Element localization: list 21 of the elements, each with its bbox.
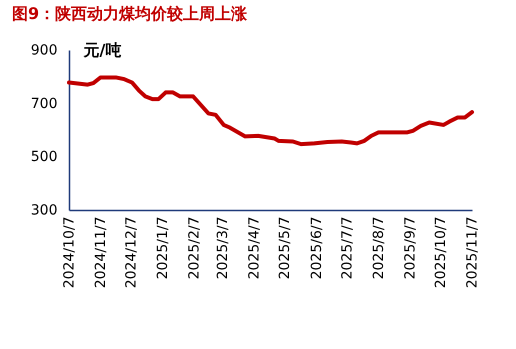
x-tick-label: 2025/9/7 <box>402 216 418 280</box>
y-tick-label: 900 <box>30 42 58 58</box>
x-tick-label: 2025/3/7 <box>215 216 232 280</box>
line-series <box>67 75 474 146</box>
x-tick-label: 2025/4/7 <box>246 216 263 280</box>
x-tick-label: 2025/5/7 <box>277 216 294 280</box>
chart-title: 图9：陕西动力煤均价较上周上涨 <box>12 4 248 23</box>
x-tick-label: 2025/10/7 <box>432 216 449 288</box>
y-tick-label: 700 <box>30 96 58 112</box>
y-tick-label: 500 <box>30 149 58 166</box>
x-tick-label: 2025/7/7 <box>339 216 356 280</box>
y-axis-title: 元/吨 <box>82 40 122 60</box>
x-tick-label: 2024/12/7 <box>124 216 140 288</box>
x-tick-label: 2025/8/7 <box>370 216 387 280</box>
x-tick-label: 2025/6/7 <box>308 216 325 280</box>
y-tick-label: 300 <box>30 202 58 218</box>
x-tick-label: 2025/1/7 <box>155 216 172 280</box>
x-tick-label: 2024/10/7 <box>62 216 78 288</box>
x-tick-label: 2024/11/7 <box>93 216 110 288</box>
x-tick-label: 2025/11/7 <box>464 216 480 288</box>
x-tick-label: 2025/2/7 <box>186 216 203 280</box>
